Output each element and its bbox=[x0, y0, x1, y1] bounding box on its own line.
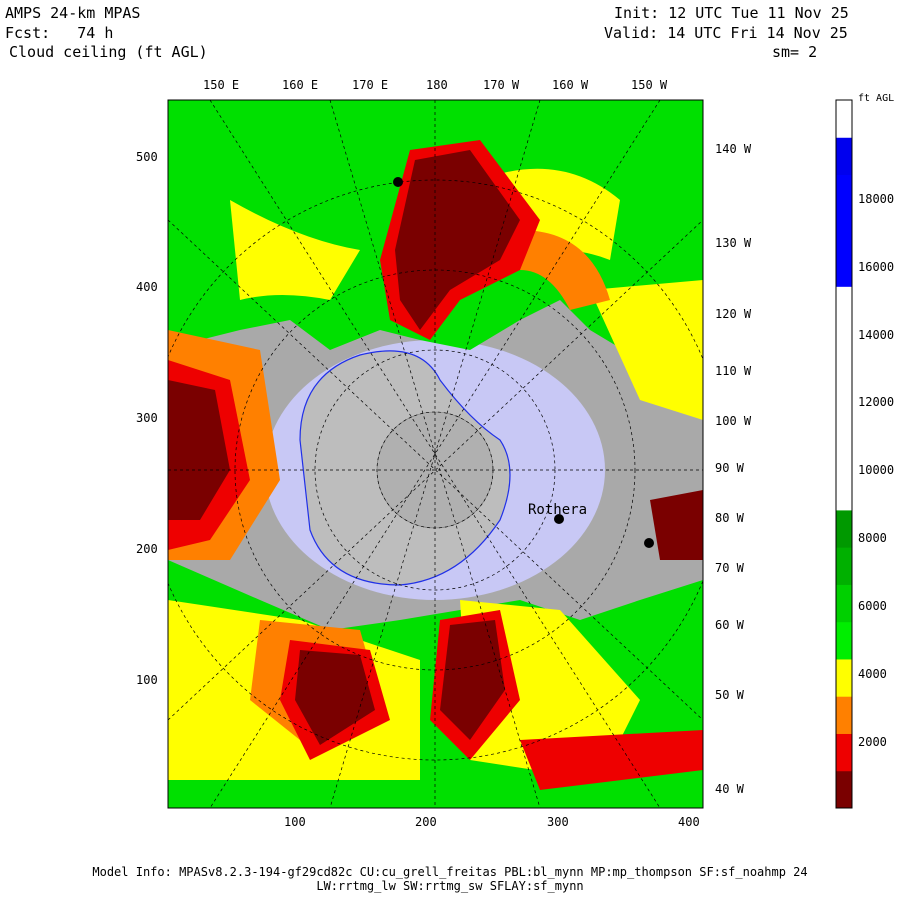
colorbar-segment bbox=[836, 696, 852, 734]
longitude-label: 100 W bbox=[715, 414, 752, 428]
longitude-label: 80 W bbox=[715, 511, 744, 525]
colorbar-segment bbox=[836, 584, 852, 623]
model-info-line2: LW:rrtmg_lw SW:rrtmg_sw SFLAY:sf_mynn bbox=[316, 879, 584, 893]
colorbar-unit: ft AGL bbox=[858, 93, 895, 104]
y-tick-label: 300 bbox=[136, 411, 158, 425]
longitude-label: 50 W bbox=[715, 688, 744, 702]
longitude-label: 90 W bbox=[715, 461, 744, 475]
forecast-hour: Fcst: 74 h bbox=[5, 24, 114, 42]
graticule bbox=[168, 100, 703, 808]
longitude-label: 160 W bbox=[552, 78, 589, 92]
colorbar-level: 16000 bbox=[858, 260, 895, 274]
colorbar-segment bbox=[836, 770, 852, 809]
colorbar-level: 10000 bbox=[858, 463, 895, 477]
colorbar-frame bbox=[835, 99, 853, 809]
colorbar-segment bbox=[836, 174, 852, 213]
valid-time: Valid: 14 UTC Fri 14 Nov 25 bbox=[604, 24, 848, 42]
map-plot-area bbox=[168, 100, 703, 808]
longitude-label: 60 W bbox=[715, 618, 744, 632]
colorbar-segment bbox=[836, 658, 852, 697]
station-marker bbox=[393, 177, 403, 187]
station-marker bbox=[644, 538, 654, 548]
station-marker bbox=[554, 514, 564, 524]
colorbar-segment bbox=[836, 547, 852, 585]
colorbar-level: 2000 bbox=[858, 735, 887, 749]
colorbar-segment bbox=[836, 249, 852, 287]
x-tick-label: 300 bbox=[547, 815, 569, 829]
colorbar-segment bbox=[836, 398, 852, 436]
init-time: Init: 12 UTC Tue 11 Nov 25 bbox=[614, 4, 849, 22]
colorbar-segment bbox=[836, 509, 852, 548]
colorbar-level: 8000 bbox=[858, 531, 887, 545]
x-tick-label: 200 bbox=[415, 815, 437, 829]
colorbar-level: 14000 bbox=[858, 328, 895, 342]
longitude-label: 130 W bbox=[715, 236, 752, 250]
colorbar-segment bbox=[836, 286, 852, 325]
colorbar-segment bbox=[836, 100, 852, 138]
colorbar-segment bbox=[836, 435, 852, 474]
field-title: Cloud ceiling (ft AGL) bbox=[9, 43, 208, 61]
longitude-label: 70 W bbox=[715, 561, 744, 575]
colorbar-level: 12000 bbox=[858, 395, 895, 409]
y-tick-label: 200 bbox=[136, 542, 158, 556]
colorbar-segment bbox=[836, 621, 852, 660]
colorbar-segment bbox=[836, 472, 852, 511]
longitude-label: 140 W bbox=[715, 142, 752, 156]
longitude-label: 120 W bbox=[715, 307, 752, 321]
colorbar-level: 18000 bbox=[858, 192, 895, 206]
colorbar-segment bbox=[836, 137, 852, 176]
colorbar-segment bbox=[836, 323, 852, 362]
colorbar bbox=[836, 100, 852, 809]
place-label-rothera: Rothera bbox=[528, 502, 587, 518]
smoothing-label: sm= 2 bbox=[772, 43, 818, 61]
colorbar-segment bbox=[836, 360, 852, 399]
longitude-label: 110 W bbox=[715, 364, 752, 378]
colorbar-segment bbox=[836, 211, 852, 250]
colorbar-level: 6000 bbox=[858, 599, 887, 613]
longitude-label: 150 E bbox=[203, 78, 240, 92]
longitude-label: 160 E bbox=[282, 78, 319, 92]
y-tick-label: 500 bbox=[136, 150, 158, 164]
x-tick-label: 400 bbox=[678, 815, 700, 829]
colorbar-segment bbox=[836, 733, 852, 772]
y-tick-label: 100 bbox=[136, 673, 158, 687]
longitude-label: 40 W bbox=[715, 782, 744, 796]
longitude-label: 170 E bbox=[352, 78, 389, 92]
x-tick-label: 100 bbox=[284, 815, 306, 829]
longitude-label: 170 W bbox=[483, 78, 520, 92]
longitude-label: 150 W bbox=[631, 78, 668, 92]
colorbar-level: 4000 bbox=[858, 667, 887, 681]
model-title: AMPS 24-km MPAS bbox=[5, 4, 141, 22]
y-tick-label: 400 bbox=[136, 280, 158, 294]
plot-frame bbox=[167, 99, 704, 809]
model-info-line1: Model Info: MPASv8.2.3-194-gf29cd82c CU:… bbox=[92, 865, 808, 879]
longitude-label: 180 bbox=[426, 78, 448, 92]
